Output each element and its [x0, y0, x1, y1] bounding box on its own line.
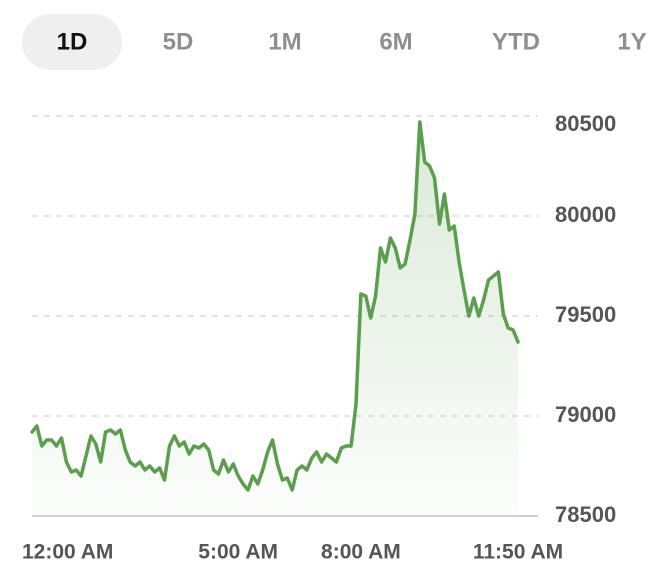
tab[interactable]: 6M: [379, 28, 412, 55]
tab[interactable]: 5D: [163, 28, 194, 55]
plot: [30, 120, 520, 516]
tab[interactable]: 1M: [268, 28, 301, 55]
y-tick-label: 78500: [555, 502, 616, 527]
y-tick-label: 79000: [555, 402, 616, 427]
x-tick-label: 5:00 AM: [198, 541, 278, 564]
y-tick-label: 80500: [555, 111, 616, 136]
y-tick-label: 80000: [555, 202, 616, 227]
tab[interactable]: 1D: [57, 28, 88, 55]
area: [32, 122, 518, 516]
tab[interactable]: YTD: [492, 28, 540, 55]
selected-tab-background: [22, 14, 122, 70]
x-tick-label: 8:00 AM: [321, 541, 401, 564]
x-tick-label: 12:00 AM: [22, 541, 113, 564]
tab-bar: 1D 5D 1M 6M YTD 1Y: [57, 28, 647, 55]
y-tick-label: 79500: [555, 302, 616, 327]
tab[interactable]: 1Y: [617, 28, 646, 55]
axis-labels: 78500 79000 79500 80000 80500 12:00 AM 5:00 AM…: [22, 111, 616, 564]
x-tick-label: 11:50 AM: [473, 541, 563, 564]
price-line: [30, 120, 520, 492]
